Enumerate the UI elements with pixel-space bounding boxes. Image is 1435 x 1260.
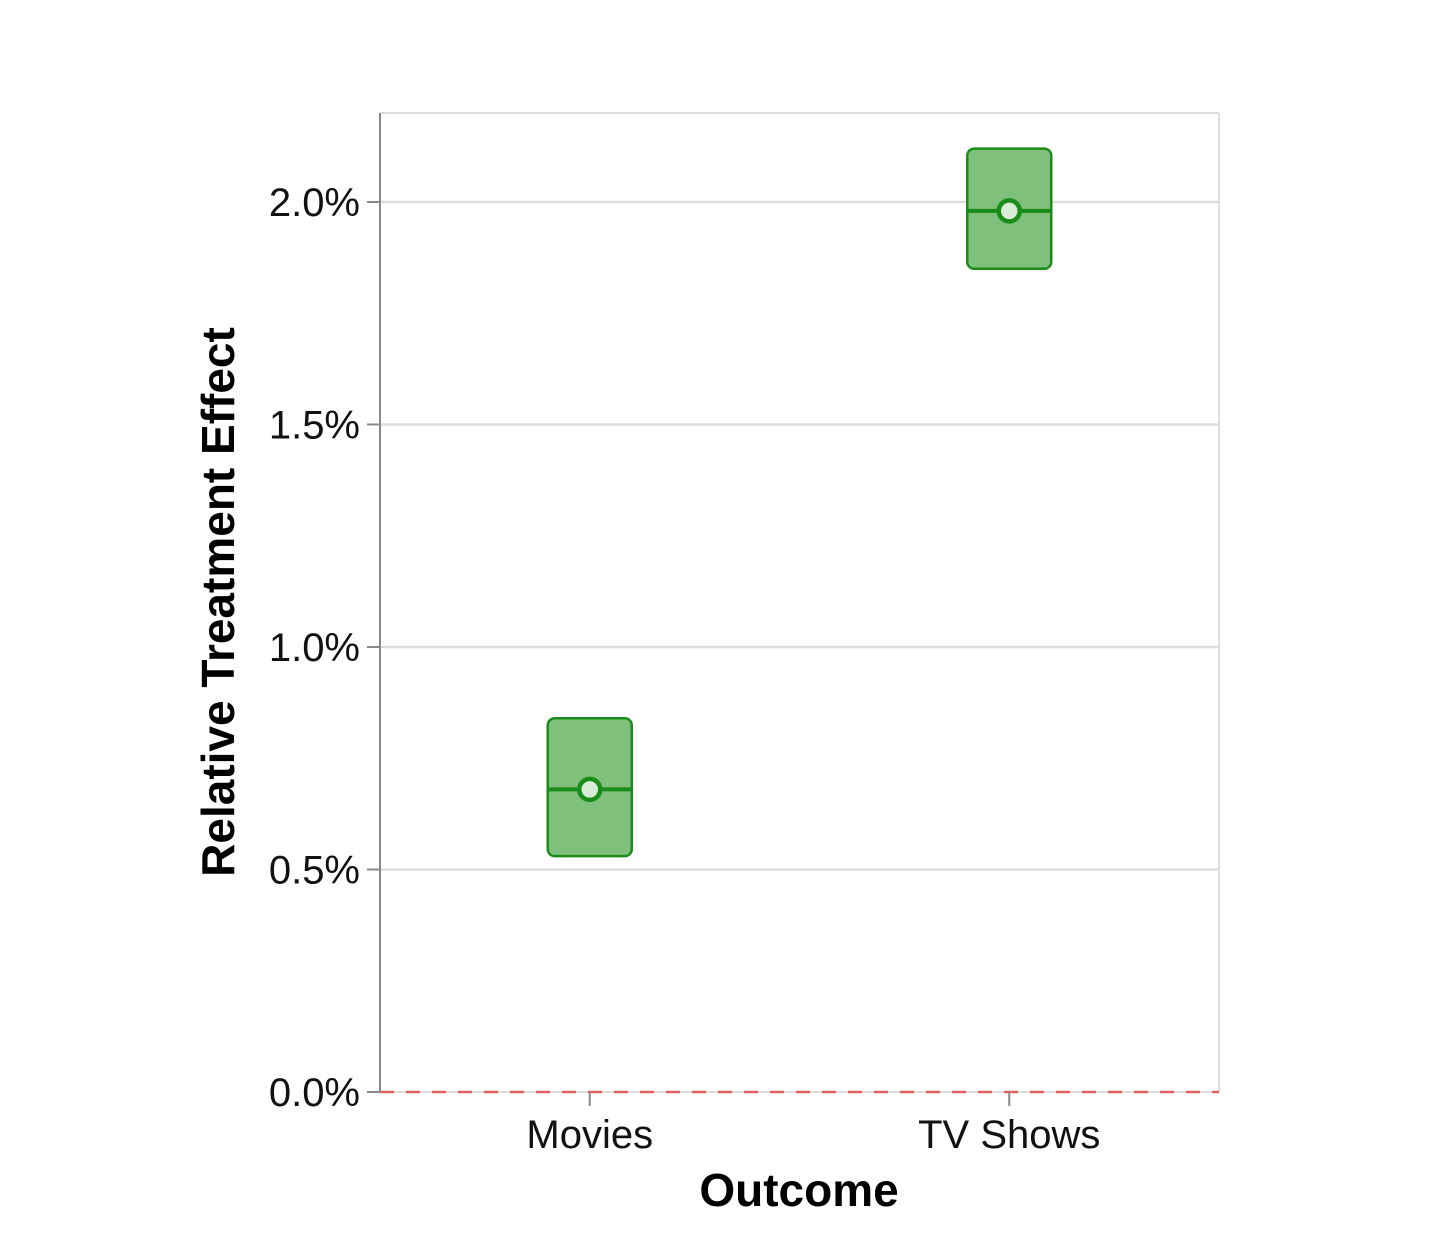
x-axis-ticks: Movies TV Shows	[526, 1092, 1100, 1157]
estimate-point	[996, 198, 1022, 224]
estimate-point	[577, 776, 603, 803]
y-tick-label: 0.0%	[269, 1071, 360, 1115]
y-axis-title: Relative Treatment Effect	[192, 327, 244, 877]
y-tick-label: 0.5%	[269, 849, 360, 893]
grid-lines	[380, 200, 1219, 871]
x-axis-title: Outcome	[699, 1164, 898, 1216]
x-tick-label: TV Shows	[918, 1113, 1100, 1157]
y-tick-label: 2.0%	[269, 181, 360, 225]
y-tick-label: 1.0%	[269, 626, 360, 670]
y-axis-ticks: 0.0% 0.5% 1.0% 1.5% 2.0%	[269, 181, 380, 1115]
x-tick-label: Movies	[526, 1113, 653, 1157]
y-tick-label: 1.5%	[269, 404, 360, 448]
interval-marks	[546, 147, 1053, 858]
